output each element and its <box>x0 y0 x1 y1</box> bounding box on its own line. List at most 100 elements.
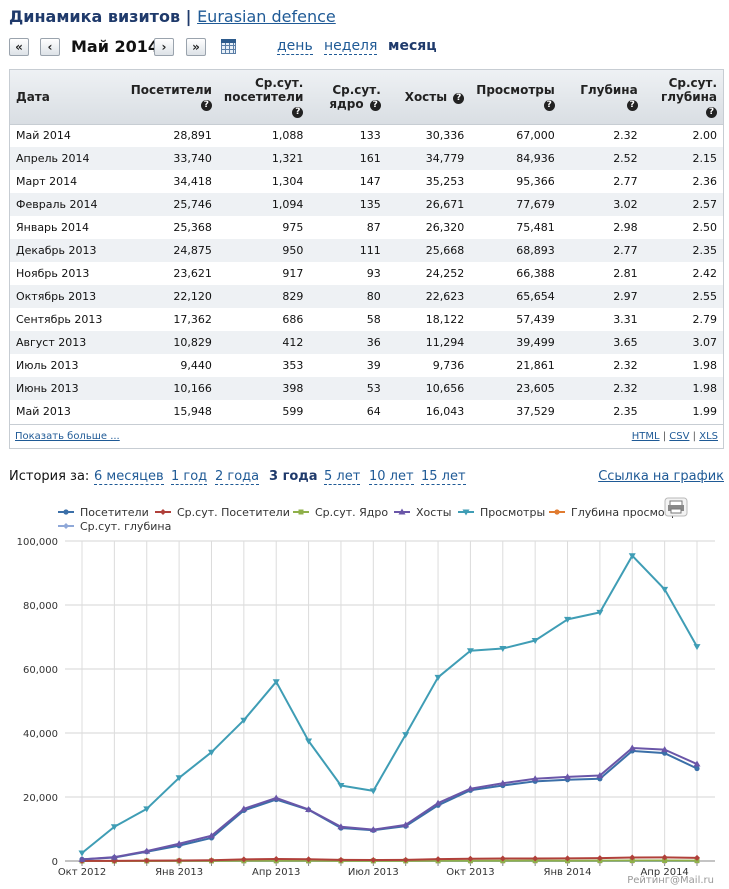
history-5-years[interactable]: 5 лет <box>324 469 360 485</box>
help-icon[interactable]: ? <box>544 100 555 111</box>
history-6-months[interactable]: 6 месяцев <box>94 469 164 485</box>
table-cell: 3.31 <box>561 308 644 331</box>
table-cell: 1,088 <box>218 124 309 147</box>
legend-item[interactable]: Ср.сут. Посетители <box>155 506 290 519</box>
table-cell: 26,320 <box>387 216 471 239</box>
table-cell: 9,440 <box>108 354 218 377</box>
table-cell: Май 2013 <box>10 400 108 423</box>
history-label: История за: <box>9 469 89 484</box>
table-cell: 34,779 <box>387 147 471 170</box>
table-cell: 30,336 <box>387 124 471 147</box>
export-csv-link[interactable]: CSV <box>669 431 689 442</box>
legend-item[interactable]: Ср.сут. Ядро <box>293 506 388 519</box>
data-point[interactable] <box>63 509 68 514</box>
page-title-text: Динамика визитов <box>9 7 180 26</box>
x-tick-label: Янв 2014 <box>544 867 592 878</box>
table-cell: 3.07 <box>644 331 723 354</box>
site-link[interactable]: Eurasian defence <box>197 7 336 26</box>
table-cell: 9,736 <box>387 354 471 377</box>
table-cell: Октябрь 2013 <box>10 285 108 308</box>
table-cell: Июнь 2013 <box>10 377 108 400</box>
table-cell: 2.15 <box>644 147 723 170</box>
view-week-link[interactable]: неделя <box>324 38 377 55</box>
calendar-icon[interactable] <box>221 39 236 54</box>
export-html-link[interactable]: HTML <box>632 431 660 442</box>
table-cell: 25,668 <box>387 239 471 262</box>
help-icon[interactable]: ? <box>370 100 381 111</box>
table-cell: 17,362 <box>108 308 218 331</box>
help-icon[interactable]: ? <box>292 107 303 118</box>
table-cell: 2.57 <box>644 193 723 216</box>
x-tick-label: Апр 2013 <box>252 867 300 878</box>
table-cell: Апрель 2014 <box>10 147 108 170</box>
table-cell: 66,388 <box>470 262 560 285</box>
x-tick-label: Окт 2012 <box>58 867 106 878</box>
table-cell: 21,861 <box>470 354 560 377</box>
table-cell: 161 <box>309 147 386 170</box>
table-cell: 975 <box>218 216 309 239</box>
history-1-year[interactable]: 1 год <box>171 469 207 485</box>
table-cell: 950 <box>218 239 309 262</box>
title-separator: | <box>186 7 192 26</box>
table-cell: 2.52 <box>561 147 644 170</box>
legend-label: Ср.сут. Посетители <box>177 506 290 519</box>
legend-item[interactable]: Глубина просмотра <box>549 506 685 519</box>
col-hosts: Хосты ? <box>387 70 471 124</box>
history-15-years[interactable]: 15 лет <box>421 469 466 485</box>
table-cell: 24,875 <box>108 239 218 262</box>
help-icon[interactable]: ? <box>627 100 638 111</box>
show-more-link[interactable]: Показать больше ... <box>15 431 120 442</box>
table-cell: Август 2013 <box>10 331 108 354</box>
prev-period-button[interactable]: ‹ <box>40 38 60 56</box>
table-cell: 35,253 <box>387 170 471 193</box>
plot-area <box>65 541 715 861</box>
y-tick-label: 20,000 <box>23 793 58 804</box>
help-icon[interactable]: ? <box>706 107 717 118</box>
table-cell: 25,368 <box>108 216 218 239</box>
table-cell: 1.98 <box>644 354 723 377</box>
view-day-link[interactable]: день <box>277 38 313 55</box>
legend-item[interactable]: Хосты <box>394 506 451 519</box>
legend-item[interactable]: Ср.сут. глубина <box>58 520 171 533</box>
legend-label: Ср.сут. Ядро <box>315 506 388 519</box>
legend-label: Просмотры <box>480 506 545 519</box>
table-cell: 64 <box>309 400 386 423</box>
last-period-button[interactable]: » <box>186 38 206 56</box>
history-2-years[interactable]: 2 года <box>215 469 259 485</box>
data-point[interactable] <box>554 509 559 514</box>
col-avg-visitors: Ср.сут. посетители ? <box>218 70 309 124</box>
table-cell: 686 <box>218 308 309 331</box>
data-point[interactable] <box>160 509 166 515</box>
next-period-button[interactable]: › <box>154 38 174 56</box>
help-icon[interactable]: ? <box>201 100 212 111</box>
table-cell: 353 <box>218 354 309 377</box>
table-cell: 2.97 <box>561 285 644 308</box>
legend-item[interactable]: Посетители <box>58 506 149 519</box>
first-period-button[interactable]: « <box>9 38 29 56</box>
help-icon[interactable]: ? <box>453 93 464 104</box>
legend-item[interactable]: Просмотры <box>458 506 545 519</box>
table-cell: 1,321 <box>218 147 309 170</box>
table-cell: Июль 2013 <box>10 354 108 377</box>
table-cell: 10,656 <box>387 377 471 400</box>
table-cell: 87 <box>309 216 386 239</box>
data-point[interactable] <box>63 523 69 529</box>
printer-icon[interactable] <box>665 498 687 516</box>
table-cell: 80 <box>309 285 386 308</box>
data-point[interactable] <box>694 766 699 771</box>
col-views: Просмотры ? <box>470 70 560 124</box>
table-cell: 3.65 <box>561 331 644 354</box>
table-cell: 1,304 <box>218 170 309 193</box>
export-xls-link[interactable]: XLS <box>699 431 718 442</box>
data-point[interactable] <box>299 510 304 515</box>
table-cell: Ноябрь 2013 <box>10 262 108 285</box>
graph-link[interactable]: Ссылка на график <box>598 469 724 484</box>
history-10-years[interactable]: 10 лет <box>369 469 414 485</box>
table-cell: 829 <box>218 285 309 308</box>
table-cell: 2.79 <box>644 308 723 331</box>
